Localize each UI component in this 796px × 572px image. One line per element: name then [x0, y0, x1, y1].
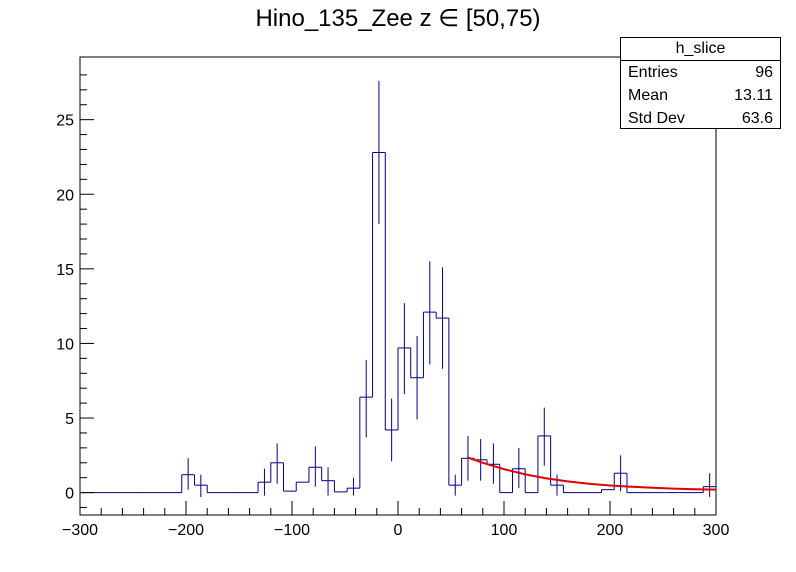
y-tick-label: 10: [56, 336, 74, 353]
histogram-layer: [80, 151, 716, 494]
y-tick-label: 15: [56, 262, 74, 279]
stats-label: Entries: [628, 64, 678, 81]
stats-row-mean: Mean 13.11: [621, 84, 780, 107]
stats-value: 96: [755, 64, 773, 81]
y-tick-label: 25: [56, 113, 74, 130]
stats-label: Std Dev: [628, 110, 685, 127]
fit-curve: [467, 456, 717, 491]
y-tick-label: 20: [56, 187, 74, 204]
x-tick-label: 0: [394, 522, 403, 539]
stats-row-stddev: Std Dev 63.6: [621, 107, 780, 130]
stats-box-title: h_slice: [621, 38, 780, 61]
x-tick-label: 200: [597, 522, 624, 539]
y-tick-label: 5: [65, 411, 74, 428]
stats-label: Mean: [628, 87, 669, 104]
x-tick-label: −200: [168, 522, 204, 539]
axes-layer: −300 −200 −100 0 100 200 300 0 5 10 15 20 25: [56, 74, 730, 539]
stats-row-entries: Entries 96: [621, 61, 780, 84]
y-tick-label: 0: [65, 486, 74, 503]
stats-box: h_slice Entries 96 Mean 13.11 Std Dev 63…: [620, 37, 781, 129]
x-tick-label: 100: [491, 522, 518, 539]
stats-value: 13.11: [734, 87, 773, 104]
x-tick-label: 300: [703, 522, 730, 539]
stats-value: 63.6: [741, 110, 773, 127]
fit-layer: [467, 456, 717, 491]
chart-title: Hino_135_Zee z ∈ [50,75): [255, 5, 541, 32]
error-bars-layer: [187, 80, 711, 498]
x-tick-label: −100: [274, 522, 310, 539]
x-tick-label: −300: [62, 522, 98, 539]
